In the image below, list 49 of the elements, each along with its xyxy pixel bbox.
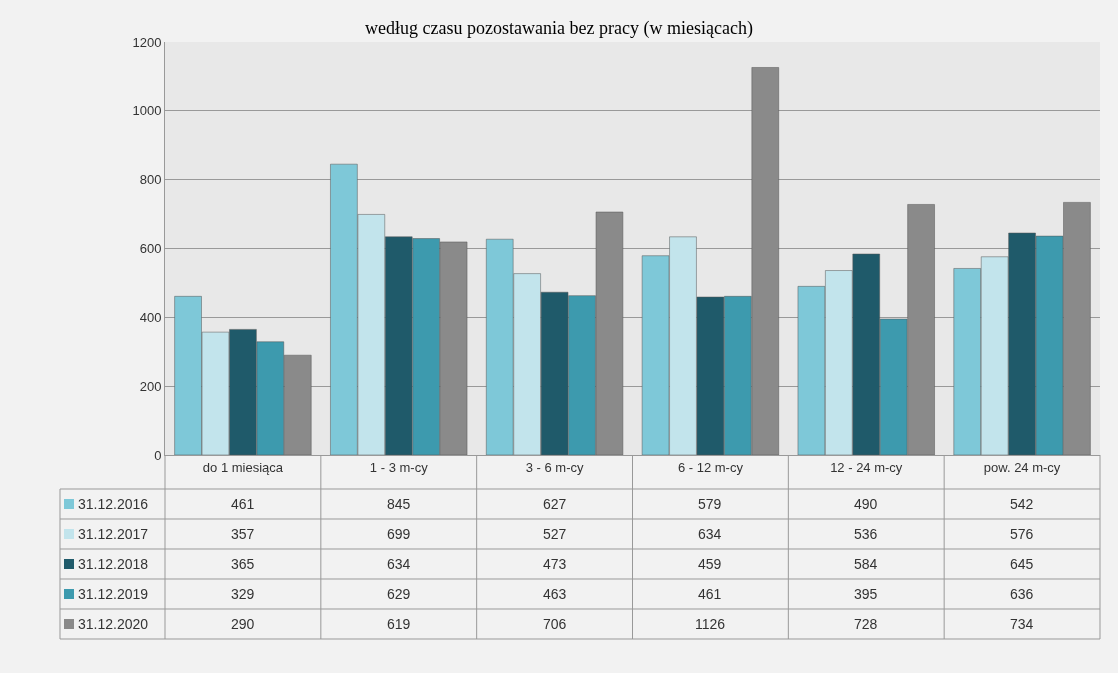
x-tick-label: 1 - 3 m-cy: [369, 459, 429, 475]
data-label: 290: [231, 616, 255, 632]
data-label: 584: [854, 556, 878, 572]
data-label: 473: [543, 556, 567, 572]
legend-label: 31.12.2018: [78, 556, 149, 572]
data-label: 365: [231, 556, 255, 572]
data-label: 619: [387, 616, 411, 632]
data-label: 461: [698, 586, 722, 602]
chart-title: według czasu pozostawania bez pracy (w miesiącach): [365, 18, 753, 40]
data-label: 463: [543, 586, 567, 602]
y-tick-label: 1200: [132, 34, 162, 50]
y-tick-label: 0: [154, 447, 162, 463]
data-label: 627: [543, 496, 567, 512]
y-tick-label: 600: [139, 241, 162, 257]
data-label: 461: [231, 496, 255, 512]
data-label: 845: [387, 496, 411, 512]
data-label: 1126: [695, 616, 726, 632]
legend-label: 31.12.2016: [78, 496, 149, 512]
data-label: 629: [387, 586, 411, 602]
data-label: 734: [1010, 616, 1034, 632]
x-tick-label: do 1 miesiąca: [202, 459, 284, 475]
data-label: 634: [387, 556, 411, 572]
x-tick-label: 6 - 12 m-cy: [677, 459, 744, 475]
legend-label: 31.12.2017: [78, 526, 149, 542]
y-tick-label: 800: [139, 172, 162, 188]
y-tick-label: 400: [139, 309, 162, 325]
data-label: 329: [231, 586, 255, 602]
x-tick-label: 3 - 6 m-cy: [525, 459, 584, 475]
data-label: 357: [231, 526, 255, 542]
data-label: 579: [698, 496, 722, 512]
data-label: 490: [854, 496, 878, 512]
legend-label: 31.12.2019: [78, 586, 149, 602]
data-label: 527: [543, 526, 567, 542]
data-label: 645: [1010, 556, 1034, 572]
data-label: 699: [387, 526, 411, 542]
data-label: 536: [854, 526, 878, 542]
data-label: 634: [698, 526, 722, 542]
data-label: 728: [854, 616, 878, 632]
data-label: 542: [1010, 496, 1034, 512]
x-tick-label: pow. 24 m-cy: [983, 459, 1061, 475]
y-tick-label: 1000: [132, 103, 162, 119]
y-tick-label: 200: [139, 378, 162, 394]
data-label: 706: [543, 616, 567, 632]
data-label: 395: [854, 586, 878, 602]
legend-label: 31.12.2020: [78, 616, 149, 632]
x-tick-label: 12 - 24 m-cy: [830, 459, 903, 475]
data-label: 576: [1010, 526, 1034, 542]
data-label: 636: [1010, 586, 1034, 602]
data-label: 459: [698, 556, 722, 572]
